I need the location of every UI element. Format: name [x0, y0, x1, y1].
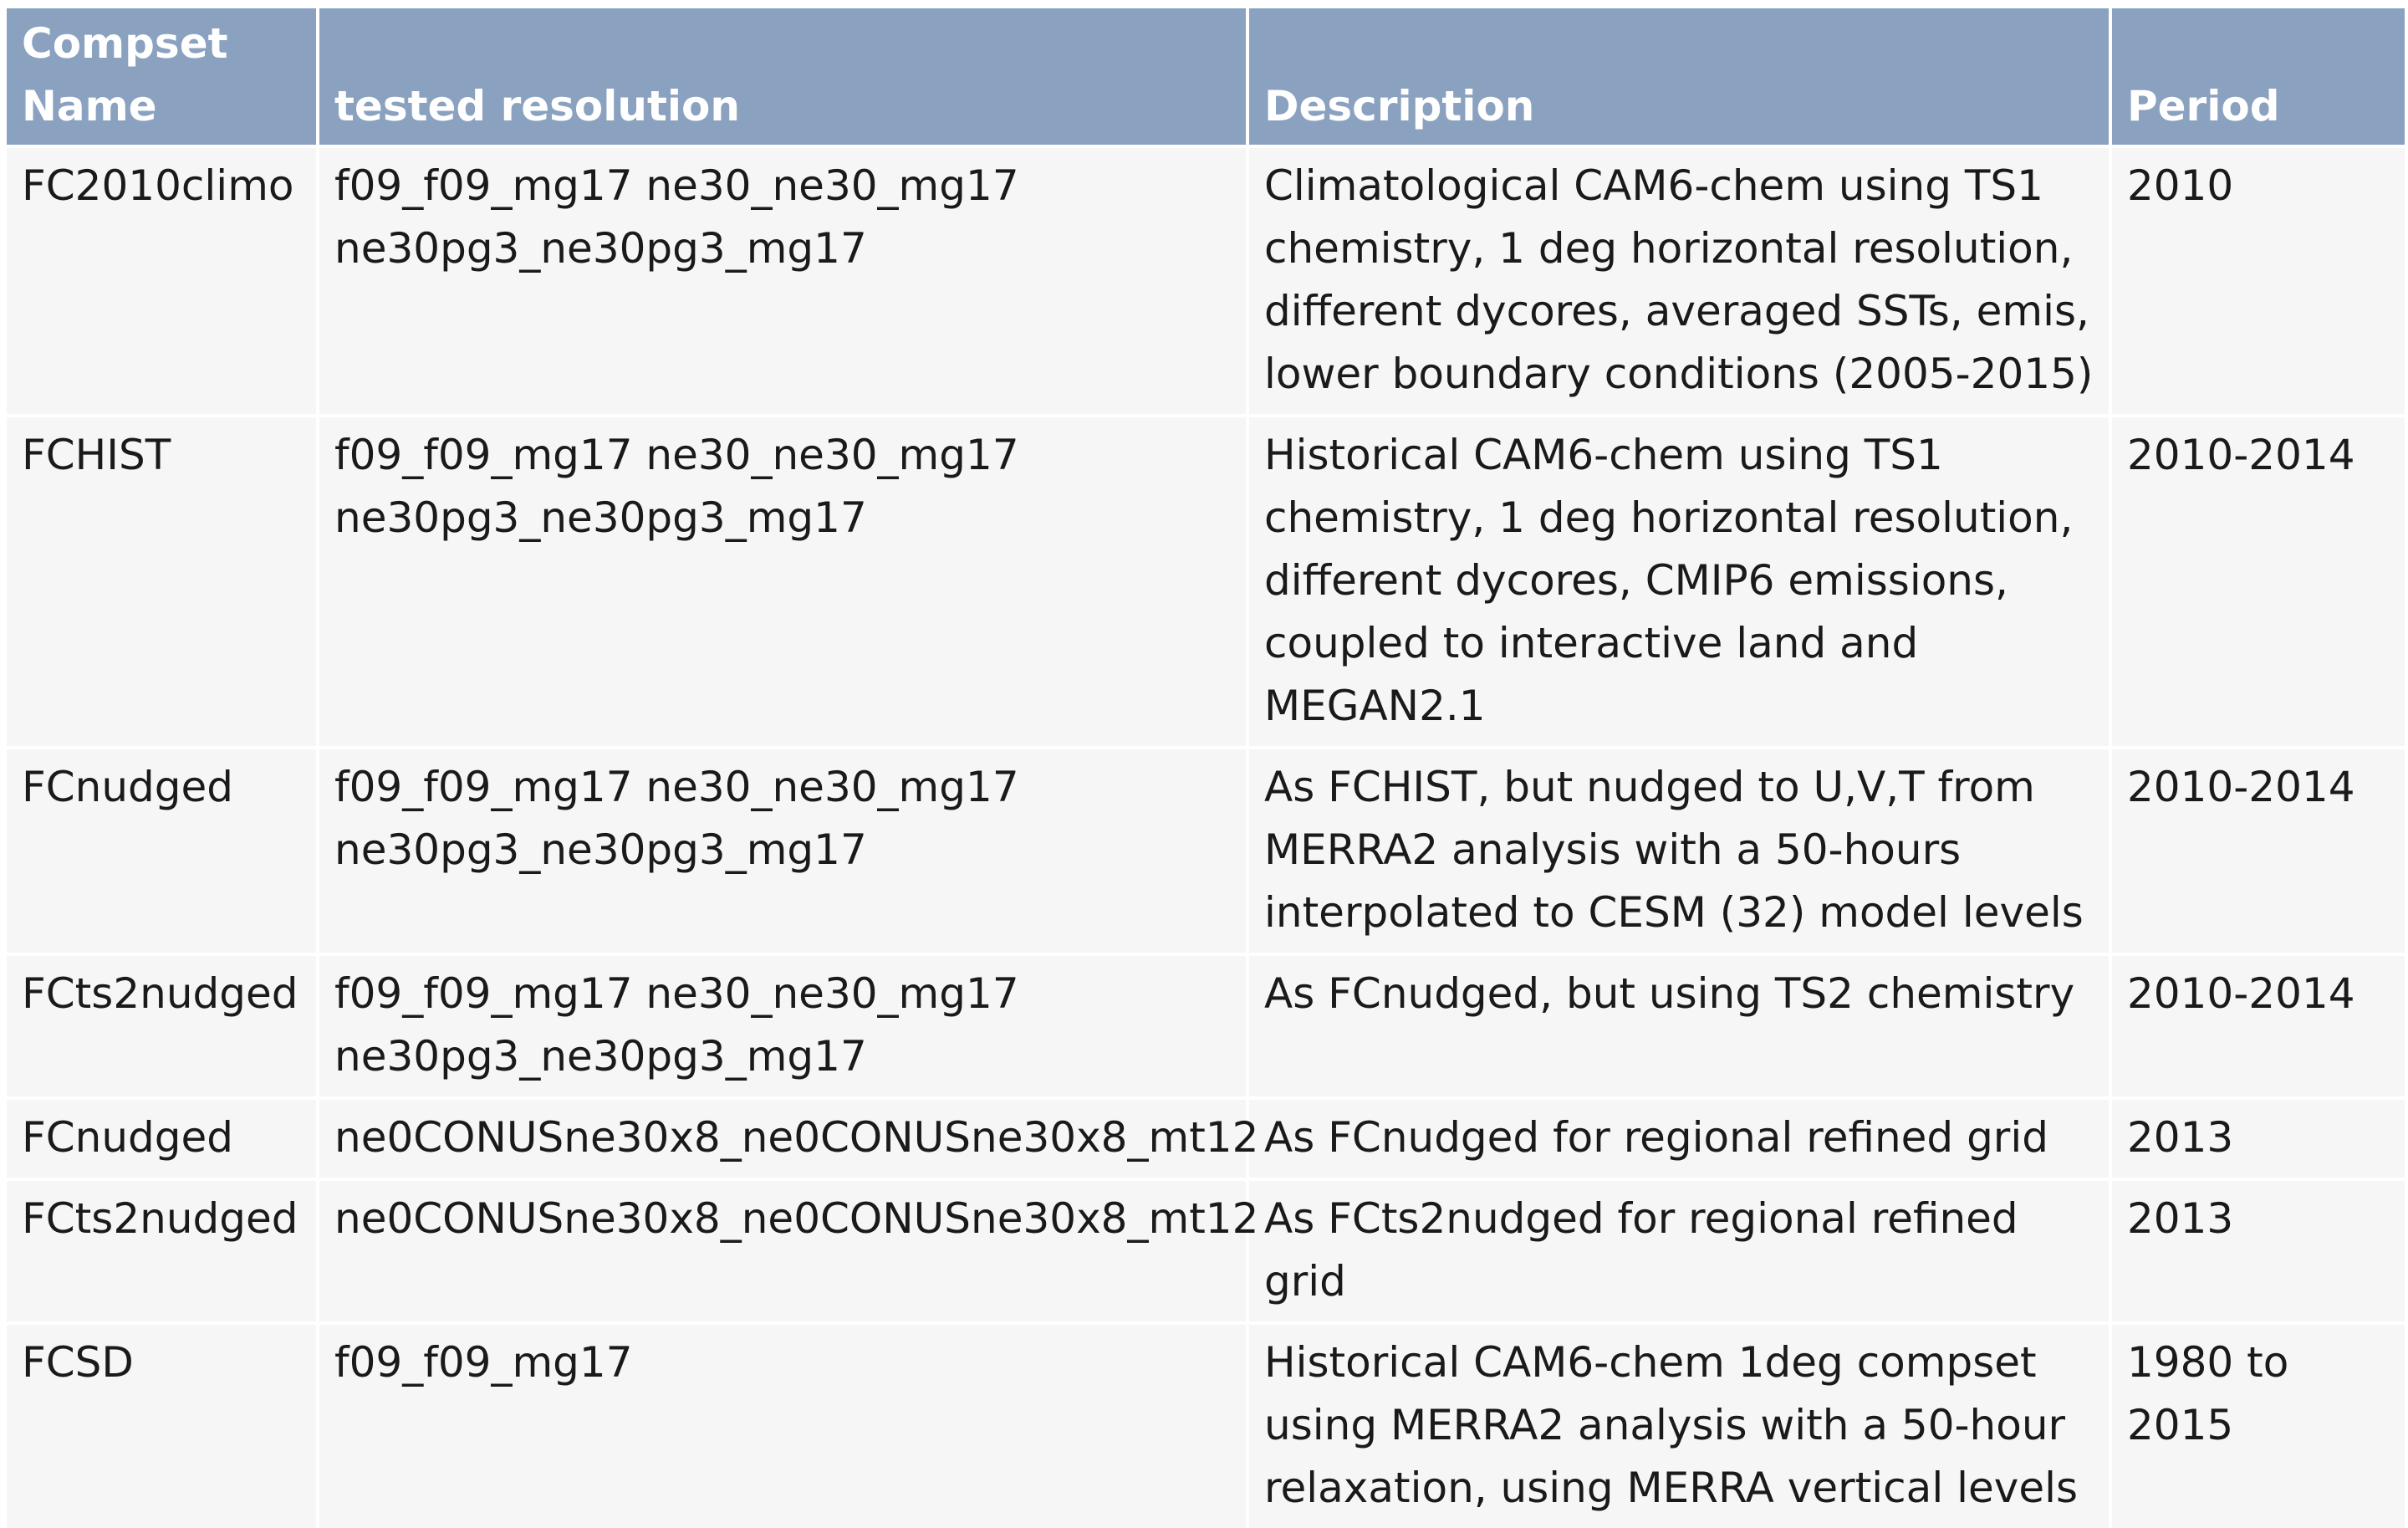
cell-period: 2010-2014: [2110, 953, 2405, 1098]
cell-tested-resolution: f09_f09_mg17 ne30_ne30_mg17 ne30pg3_ne30…: [318, 145, 1249, 416]
cell-compset-name: FC2010climo: [7, 145, 319, 416]
cell-compset-name: FCnudged: [7, 746, 319, 954]
table-row: FCnudged ne0CONUSne30x8_ne0CONUSne30x8_m…: [7, 1096, 2405, 1179]
cell-period: 2010-2014: [2110, 746, 2405, 954]
cell-tested-resolution: f09_f09_mg17 ne30_ne30_mg17 ne30pg3_ne30…: [318, 953, 1249, 1098]
header-period: Period: [2110, 8, 2405, 146]
cell-compset-name: FCnudged: [7, 1096, 319, 1179]
cell-description: As FCts2nudged for regional refined grid: [1247, 1178, 2112, 1323]
table-row: FCnudged f09_f09_mg17 ne30_ne30_mg17 ne3…: [7, 746, 2405, 954]
cell-compset-name: FCSD: [7, 1321, 319, 1528]
cell-description: Historical CAM6-chem 1deg compset using …: [1247, 1321, 2112, 1528]
cell-description: As FCHIST, but nudged to U,V,T from MERR…: [1247, 746, 2112, 954]
cell-description: Climatological CAM6-chem using TS1 chemi…: [1247, 145, 2112, 416]
table-row: FC2010climo f09_f09_mg17 ne30_ne30_mg17 …: [7, 145, 2405, 416]
cell-description: Historical CAM6-chem using TS1 chemistry…: [1247, 414, 2112, 748]
table-row: FCHIST f09_f09_mg17 ne30_ne30_mg17 ne30p…: [7, 414, 2405, 748]
table-row: FCSD f09_f09_mg17 Historical CAM6-chem 1…: [7, 1321, 2405, 1528]
cell-description: As FCnudged, but using TS2 chemistry: [1247, 953, 2112, 1098]
table-row: FCts2nudged f09_f09_mg17 ne30_ne30_mg17 …: [7, 953, 2405, 1098]
compset-table-container: Compset Name tested resolution Descripti…: [7, 8, 2405, 1528]
cell-period: 2010-2014: [2110, 414, 2405, 748]
cell-compset-name: FCHIST: [7, 414, 319, 748]
cell-period: 2013: [2110, 1178, 2405, 1323]
cell-tested-resolution: ne0CONUSne30x8_ne0CONUSne30x8_mt12: [318, 1096, 1258, 1179]
compset-table: Compset Name tested resolution Descripti…: [7, 8, 2405, 1528]
cell-tested-resolution: ne0CONUSne30x8_ne0CONUSne30x8_mt12: [318, 1178, 1258, 1323]
header-row: Compset Name tested resolution Descripti…: [7, 8, 2405, 146]
cell-compset-name: FCts2nudged: [7, 953, 319, 1098]
cell-description: As FCnudged for regional refined grid: [1247, 1096, 2112, 1179]
header-description: Description: [1247, 8, 2112, 146]
cell-period: 2013: [2110, 1096, 2405, 1179]
header-compset-name: Compset Name: [7, 8, 319, 146]
cell-period: 1980 to 2015: [2110, 1321, 2405, 1528]
cell-tested-resolution: f09_f09_mg17: [318, 1321, 1249, 1528]
header-tested-resolution: tested resolution: [318, 8, 1249, 146]
cell-tested-resolution: f09_f09_mg17 ne30_ne30_mg17 ne30pg3_ne30…: [318, 746, 1249, 954]
table-header: Compset Name tested resolution Descripti…: [7, 8, 2405, 146]
table-row: FCts2nudged ne0CONUSne30x8_ne0CONUSne30x…: [7, 1178, 2405, 1323]
cell-period: 2010: [2110, 145, 2405, 416]
table-body: FC2010climo f09_f09_mg17 ne30_ne30_mg17 …: [7, 145, 2405, 1528]
cell-tested-resolution: f09_f09_mg17 ne30_ne30_mg17 ne30pg3_ne30…: [318, 414, 1249, 748]
cell-compset-name: FCts2nudged: [7, 1178, 319, 1323]
